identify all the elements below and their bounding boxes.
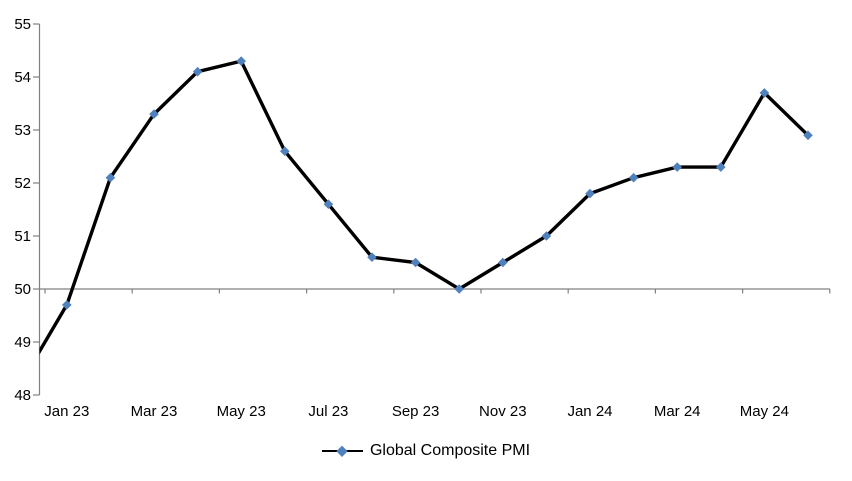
data-point-marker <box>716 162 726 172</box>
legend: Global Composite PMI <box>0 443 852 459</box>
data-point-marker <box>759 88 770 98</box>
data-point-marker <box>498 257 508 268</box>
x-axis-tick-label: May 23 <box>217 403 266 420</box>
x-axis-tick-label: Mar 23 <box>131 403 178 420</box>
data-point-marker <box>62 300 72 310</box>
y-axis-tick-label: 53 <box>14 122 31 139</box>
y-axis-tick-label: 51 <box>14 228 31 245</box>
data-point-marker <box>18 374 28 384</box>
x-axis-tick-label: Jan 24 <box>567 403 612 420</box>
data-point-marker <box>585 188 595 199</box>
data-point-marker <box>541 231 552 241</box>
legend-diamond-icon <box>337 445 348 457</box>
data-point-marker <box>323 199 334 209</box>
data-point-marker <box>454 284 464 294</box>
x-axis-tick-label: Mar 24 <box>654 403 701 420</box>
data-point-marker <box>105 172 116 183</box>
legend-line-sample <box>321 445 363 457</box>
series-global-composite-pmi <box>18 56 813 384</box>
y-axis <box>33 23 41 396</box>
data-point-marker <box>236 56 246 66</box>
x-axis-tick-label: Nov 23 <box>479 403 527 420</box>
category-axis <box>39 288 831 294</box>
legend-label: Global Composite PMI <box>369 442 531 459</box>
y-axis-tick-label: 54 <box>14 69 31 86</box>
x-axis-tick-label: Jul 23 <box>308 403 348 420</box>
x-axis-tick-label: Jan 23 <box>44 403 89 420</box>
y-axis-tick-label: 55 <box>14 16 31 33</box>
y-axis-tick-label: 50 <box>14 281 31 298</box>
data-point-marker <box>410 257 421 268</box>
x-axis-tick-label: May 24 <box>740 403 789 420</box>
y-axis-tick-label: 49 <box>14 334 31 351</box>
series-line <box>39 59 810 355</box>
data-point-marker <box>803 130 813 141</box>
data-point-marker <box>628 172 639 183</box>
x-axis-tick-label: Sep 23 <box>392 403 440 420</box>
y-axis-tick-label: 48 <box>14 387 31 404</box>
data-point-marker <box>149 109 159 119</box>
data-point-marker <box>672 162 682 172</box>
data-point-marker <box>367 252 377 262</box>
data-point-marker <box>280 146 290 156</box>
y-axis-tick-label: 52 <box>14 175 31 192</box>
data-point-marker <box>192 66 203 77</box>
